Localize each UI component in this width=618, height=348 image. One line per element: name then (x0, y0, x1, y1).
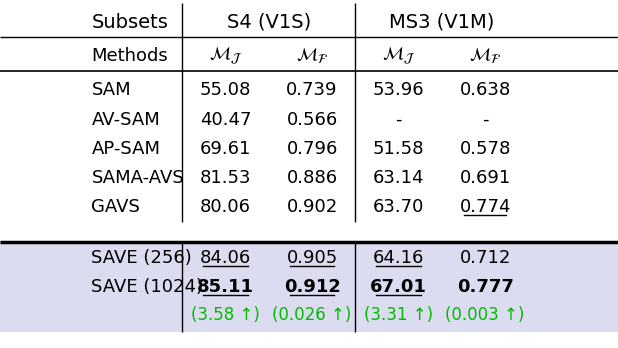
Text: 0.912: 0.912 (284, 278, 341, 296)
Text: SAM: SAM (91, 81, 131, 100)
Text: 0.774: 0.774 (459, 198, 511, 216)
Text: (3.58 ↑): (3.58 ↑) (191, 306, 260, 324)
Text: (3.31 ↑): (3.31 ↑) (364, 306, 433, 324)
Text: GAVS: GAVS (91, 198, 140, 216)
Text: MS3 (V1M): MS3 (V1M) (389, 13, 494, 32)
Text: 84.06: 84.06 (200, 249, 251, 267)
Text: AV-SAM: AV-SAM (91, 111, 160, 128)
Text: SAMA-AVS: SAMA-AVS (91, 169, 184, 187)
Text: 0.691: 0.691 (460, 169, 510, 187)
Text: 81.53: 81.53 (200, 169, 252, 187)
Text: $\mathcal{M}_{\mathcal{F}}$: $\mathcal{M}_{\mathcal{F}}$ (469, 46, 501, 65)
Text: 0.905: 0.905 (287, 249, 337, 267)
Text: 63.14: 63.14 (373, 169, 425, 187)
Text: $\mathcal{M}_{\mathcal{F}}$: $\mathcal{M}_{\mathcal{F}}$ (296, 46, 328, 65)
Text: 80.06: 80.06 (200, 198, 251, 216)
Text: 51.58: 51.58 (373, 140, 425, 158)
Text: 0.796: 0.796 (286, 140, 338, 158)
Text: 63.70: 63.70 (373, 198, 425, 216)
Text: 0.777: 0.777 (457, 278, 514, 296)
Text: 69.61: 69.61 (200, 140, 252, 158)
Text: 0.566: 0.566 (287, 111, 337, 128)
Text: $\mathcal{M}_{\mathcal{J}}$: $\mathcal{M}_{\mathcal{J}}$ (209, 45, 242, 66)
Text: 55.08: 55.08 (200, 81, 252, 100)
Text: $\mathcal{M}_{\mathcal{J}}$: $\mathcal{M}_{\mathcal{J}}$ (382, 45, 415, 66)
Text: 0.712: 0.712 (459, 249, 511, 267)
Text: 0.739: 0.739 (286, 81, 338, 100)
Text: SAVE (1024): SAVE (1024) (91, 278, 203, 296)
Text: 40.47: 40.47 (200, 111, 252, 128)
Text: SAVE (256): SAVE (256) (91, 249, 192, 267)
Text: Subsets: Subsets (91, 13, 168, 32)
Text: -: - (482, 111, 488, 128)
Text: S4 (V1S): S4 (V1S) (227, 13, 311, 32)
Text: 0.638: 0.638 (460, 81, 510, 100)
Text: 64.16: 64.16 (373, 249, 425, 267)
Text: AP-SAM: AP-SAM (91, 140, 161, 158)
Text: 85.11: 85.11 (197, 278, 254, 296)
Text: -: - (396, 111, 402, 128)
Text: 67.01: 67.01 (370, 278, 427, 296)
Text: (0.026 ↑): (0.026 ↑) (273, 306, 352, 324)
Text: 0.886: 0.886 (287, 169, 337, 187)
Text: Methods: Methods (91, 47, 168, 65)
Text: 0.902: 0.902 (287, 198, 337, 216)
Text: (0.003 ↑): (0.003 ↑) (446, 306, 525, 324)
Text: 0.578: 0.578 (459, 140, 511, 158)
Text: 53.96: 53.96 (373, 81, 425, 100)
Bar (0, 242, 618, 332)
